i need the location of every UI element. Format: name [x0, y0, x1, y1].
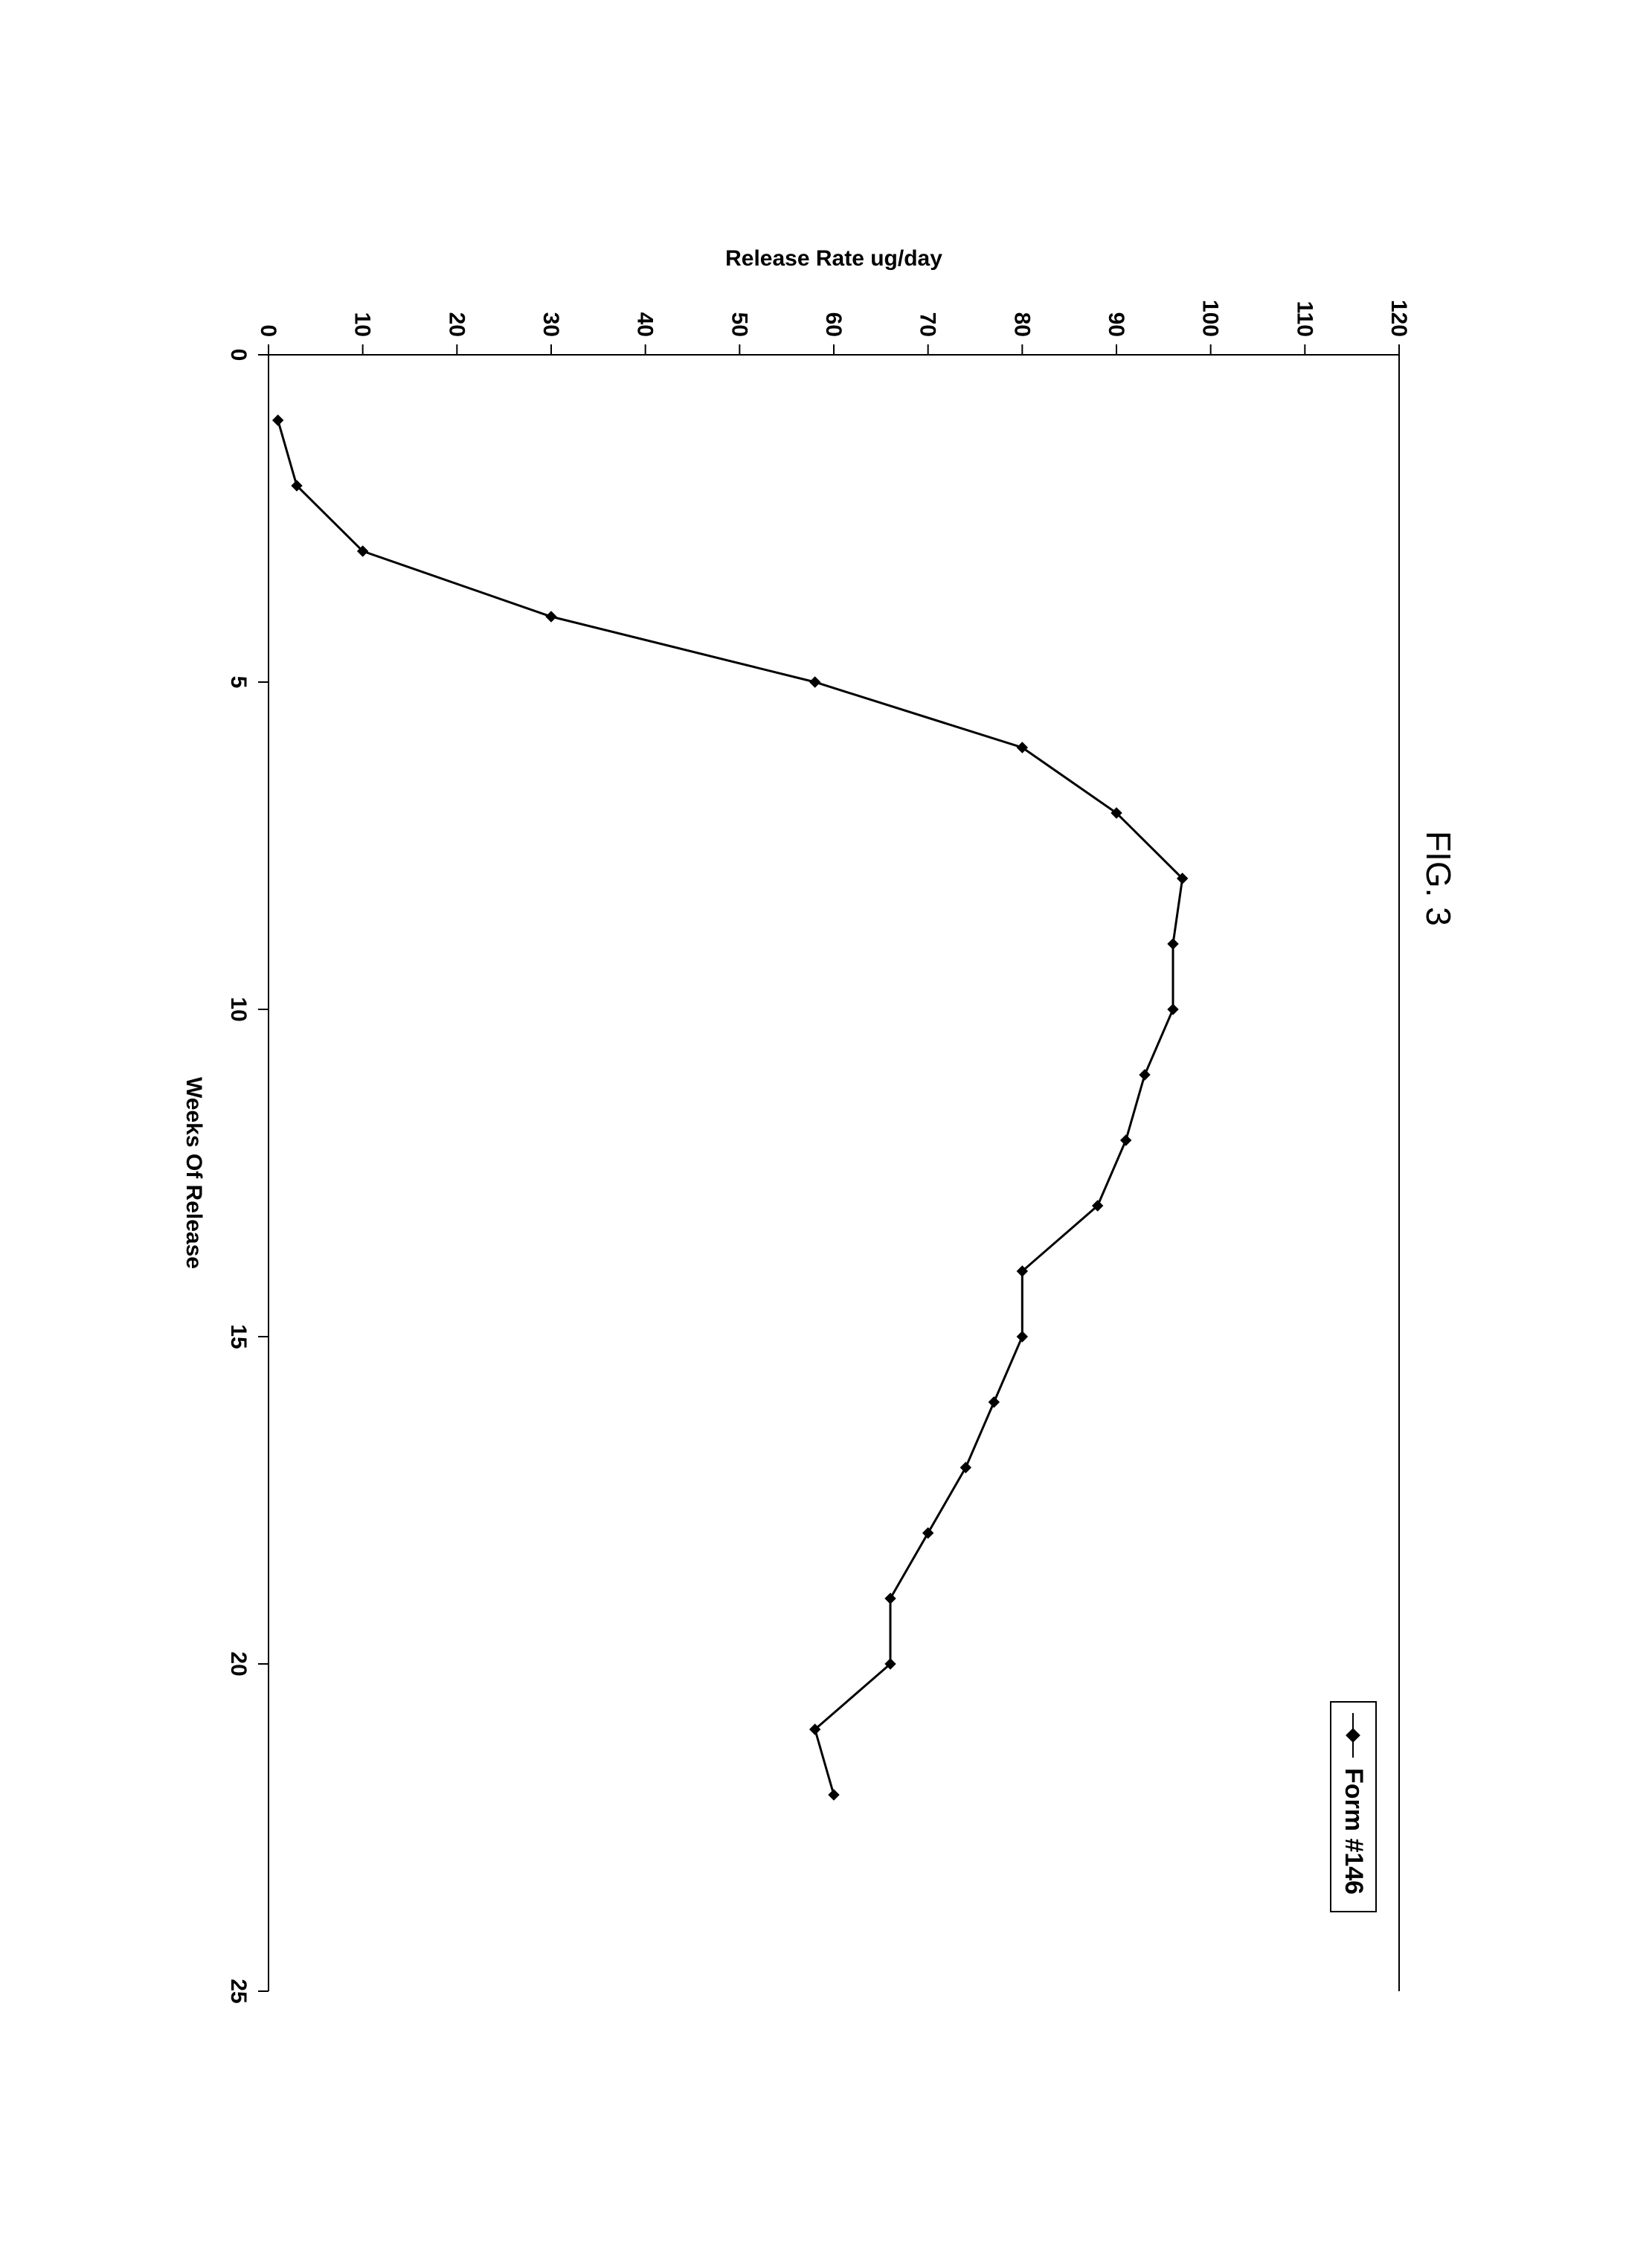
figure-title: FIG. 3 [1418, 831, 1459, 926]
legend: Form #146 [1330, 1701, 1377, 1912]
diamond-icon [1346, 1728, 1360, 1743]
x-tick-label: 15 [226, 1324, 251, 1349]
data-point-marker [272, 415, 283, 425]
y-tick-label: 60 [821, 312, 846, 336]
data-point-marker [1017, 1331, 1027, 1342]
y-tick-label: 40 [632, 312, 657, 336]
data-point-marker [989, 1397, 999, 1407]
y-tick-label: 100 [1198, 299, 1222, 336]
data-point-marker [1120, 1135, 1131, 1145]
data-point-marker [546, 611, 556, 622]
y-tick-label: 50 [727, 312, 751, 336]
y-axis-label: Release Rate ug/day [725, 246, 942, 271]
data-point-marker [1140, 1070, 1150, 1080]
data-point-marker [1168, 1004, 1178, 1015]
x-axis-label: Weeks Of Release [181, 1077, 206, 1269]
y-tick-label: 70 [915, 312, 939, 336]
y-tick-label: 120 [1386, 299, 1411, 336]
data-point-marker [1168, 939, 1178, 949]
x-tick-label: 25 [226, 1979, 251, 2003]
data-point-marker [960, 1462, 971, 1473]
legend-series-line [1352, 1713, 1354, 1758]
x-tick-label: 20 [226, 1651, 251, 1676]
y-tick-label: 110 [1292, 301, 1317, 336]
chart-stage: FIG. 3 0 10 20 30 40 50 60 70 80 90 100 110 120 0 5 10 1… [120, 161, 1533, 2095]
x-tick-label: 0 [226, 348, 251, 361]
x-tick-label: 5 [226, 675, 251, 688]
y-tick-label: 10 [350, 312, 374, 336]
y-tick-label: 30 [539, 312, 563, 336]
y-tick-label: 0 [256, 324, 280, 337]
y-tick-label: 90 [1104, 312, 1128, 336]
y-tick-label: 80 [1009, 312, 1034, 336]
x-tick-label: 10 [226, 997, 251, 1021]
legend-series-label: Form #146 [1339, 1768, 1368, 1895]
data-point-marker [809, 677, 820, 687]
y-tick-label: 20 [444, 312, 469, 336]
data-point-marker [829, 1790, 839, 1800]
release-rate-chart: 0 10 20 30 40 50 60 70 80 90 100 110 120 0 5 10 15 20 25 We… [120, 161, 1533, 2095]
page: FIG. 3 0 10 20 30 40 50 60 70 80 90 100 110 120 0 5 10 1… [0, 0, 1652, 2256]
series-line [277, 420, 1182, 1795]
